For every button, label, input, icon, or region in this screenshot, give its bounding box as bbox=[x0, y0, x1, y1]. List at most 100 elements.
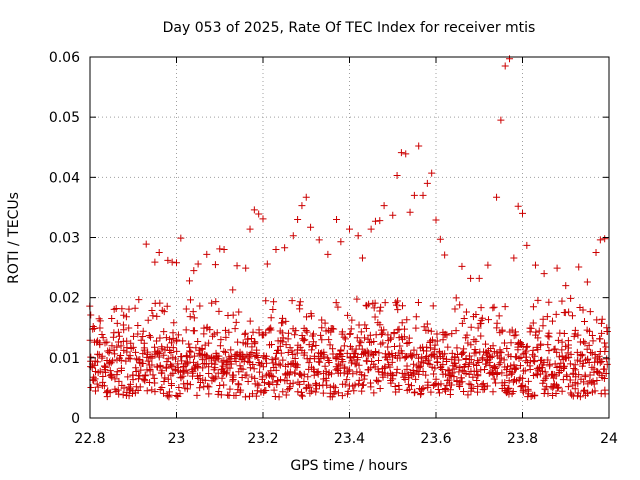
data-point bbox=[574, 331, 582, 339]
data-point bbox=[253, 380, 261, 388]
data-point bbox=[423, 353, 431, 361]
data-point bbox=[275, 360, 283, 368]
data-point bbox=[332, 299, 340, 307]
data-point bbox=[244, 377, 252, 385]
data-point bbox=[312, 381, 320, 389]
data-point bbox=[347, 325, 355, 333]
data-point bbox=[436, 235, 444, 243]
data-point bbox=[182, 352, 190, 360]
data-point bbox=[591, 387, 599, 395]
data-point bbox=[433, 337, 441, 345]
data-point bbox=[564, 349, 572, 357]
data-point bbox=[490, 375, 498, 383]
data-point bbox=[284, 348, 292, 356]
data-point bbox=[365, 300, 373, 308]
data-point bbox=[99, 334, 107, 342]
data-point bbox=[322, 374, 330, 382]
data-point bbox=[308, 346, 316, 354]
data-point bbox=[194, 374, 202, 382]
data-point bbox=[430, 370, 438, 378]
data-point bbox=[477, 319, 485, 327]
data-point bbox=[120, 384, 128, 392]
data-point bbox=[539, 322, 547, 330]
data-point bbox=[299, 392, 307, 400]
data-point bbox=[367, 225, 375, 233]
data-point bbox=[414, 354, 422, 362]
data-point bbox=[580, 387, 588, 395]
data-point bbox=[448, 330, 456, 338]
data-point bbox=[601, 235, 609, 243]
data-point bbox=[186, 381, 194, 389]
data-point bbox=[407, 351, 415, 359]
data-point bbox=[125, 324, 133, 332]
data-point bbox=[146, 378, 154, 386]
data-point bbox=[585, 327, 593, 335]
data-point bbox=[371, 347, 379, 355]
data-point bbox=[145, 331, 153, 339]
data-point bbox=[552, 389, 560, 397]
data-point bbox=[99, 372, 107, 380]
data-point bbox=[519, 209, 526, 217]
data-point bbox=[487, 354, 495, 362]
data-point bbox=[360, 381, 368, 389]
data-point bbox=[308, 387, 316, 395]
data-point bbox=[379, 329, 387, 337]
data-point bbox=[357, 339, 365, 347]
data-point bbox=[571, 385, 579, 393]
data-point bbox=[106, 389, 114, 397]
data-point bbox=[473, 367, 481, 375]
data-point bbox=[522, 347, 530, 355]
data-point bbox=[276, 361, 284, 369]
data-point bbox=[187, 348, 195, 356]
data-point bbox=[325, 371, 333, 379]
data-point bbox=[314, 368, 322, 376]
data-point bbox=[111, 375, 119, 383]
data-point bbox=[182, 305, 190, 313]
data-point bbox=[303, 313, 311, 321]
data-point bbox=[457, 374, 465, 382]
data-point bbox=[212, 373, 220, 381]
data-point bbox=[432, 216, 440, 224]
data-point bbox=[294, 215, 302, 223]
data-point bbox=[282, 317, 290, 325]
data-point bbox=[106, 358, 114, 366]
data-point bbox=[588, 331, 596, 339]
data-point bbox=[403, 365, 411, 373]
data-point bbox=[132, 355, 140, 363]
x-tick-label: 23 bbox=[168, 431, 186, 447]
data-point bbox=[433, 354, 441, 362]
data-point bbox=[179, 337, 187, 345]
data-point bbox=[490, 363, 498, 371]
data-point bbox=[484, 261, 492, 269]
data-point bbox=[472, 349, 480, 357]
data-point bbox=[308, 312, 316, 320]
data-point bbox=[139, 350, 147, 358]
data-point bbox=[575, 371, 583, 379]
data-point bbox=[537, 340, 545, 348]
data-point bbox=[108, 342, 116, 350]
data-point bbox=[386, 335, 394, 343]
data-point bbox=[250, 365, 258, 373]
data-point bbox=[545, 298, 553, 306]
data-point bbox=[216, 245, 224, 253]
data-point bbox=[258, 373, 266, 381]
data-point bbox=[183, 385, 191, 393]
data-point bbox=[139, 359, 147, 367]
data-point bbox=[288, 297, 296, 305]
data-point bbox=[551, 345, 559, 353]
data-point bbox=[532, 328, 540, 336]
y-tick-label: 0.01 bbox=[49, 351, 80, 367]
data-point bbox=[467, 381, 475, 389]
data-point bbox=[501, 303, 509, 311]
data-point bbox=[589, 337, 597, 345]
data-point bbox=[594, 368, 602, 376]
data-point bbox=[352, 345, 360, 353]
data-point bbox=[148, 306, 156, 314]
data-point bbox=[162, 334, 170, 342]
data-point bbox=[512, 353, 520, 361]
data-point bbox=[419, 368, 427, 376]
data-point bbox=[259, 215, 267, 223]
data-point bbox=[455, 356, 463, 364]
data-point bbox=[558, 338, 566, 346]
data-point bbox=[294, 388, 302, 396]
